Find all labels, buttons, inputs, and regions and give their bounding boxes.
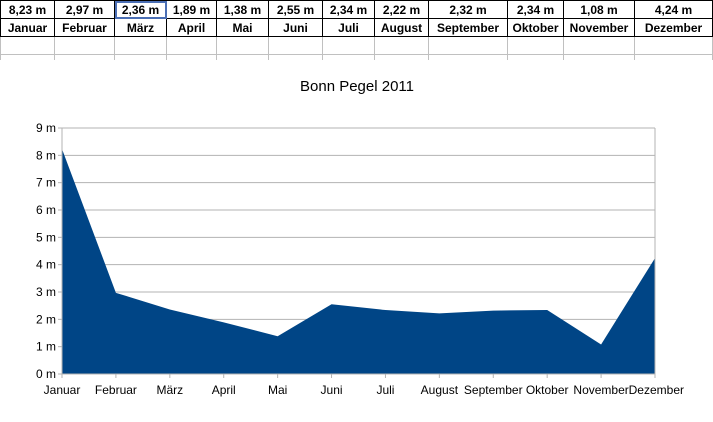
- month-cell-juni[interactable]: Juni: [268, 18, 323, 37]
- value-cell-mai[interactable]: 1,38 m: [216, 0, 269, 19]
- value-cell-maerz[interactable]: 2,36 m: [114, 0, 167, 19]
- month-cell-april[interactable]: April: [166, 18, 217, 37]
- data-table: 8,23 m 2,97 m 2,36 m 1,89 m 1,38 m 2,55 …: [0, 0, 713, 37]
- x-tick-label: Juli: [376, 383, 394, 397]
- value-cell-august[interactable]: 2,22 m: [374, 0, 429, 19]
- x-tick-label: September: [464, 383, 523, 397]
- month-cell-oktober[interactable]: Oktober: [507, 18, 564, 37]
- month-cell-maerz[interactable]: März: [114, 18, 167, 37]
- month-cell-mai[interactable]: Mai: [216, 18, 269, 37]
- month-cell-dezember[interactable]: Dezember: [634, 18, 713, 37]
- y-tick-label: 1 m: [36, 340, 56, 354]
- value-cell-februar[interactable]: 2,97 m: [54, 0, 115, 19]
- x-tick-label: Februar: [95, 383, 137, 397]
- area-series: [62, 149, 655, 374]
- x-tick-label: Mai: [268, 383, 287, 397]
- x-tick-label: Januar: [44, 383, 81, 397]
- chart-axes: [58, 127, 656, 378]
- y-tick-label: 2 m: [36, 312, 56, 326]
- x-tick-label: Oktober: [526, 383, 569, 397]
- value-cell-oktober[interactable]: 2,34 m: [507, 0, 564, 19]
- value-cell-september[interactable]: 2,32 m: [428, 0, 508, 19]
- x-tick-label: Juni: [321, 383, 343, 397]
- y-tick-label: 6 m: [36, 203, 56, 217]
- value-cell-januar[interactable]: 8,23 m: [0, 0, 55, 19]
- value-row: 8,23 m 2,97 m 2,36 m 1,89 m 1,38 m 2,55 …: [0, 0, 713, 19]
- x-tick-label: August: [421, 383, 459, 397]
- value-cell-november[interactable]: 1,08 m: [563, 0, 635, 19]
- y-tick-label: 7 m: [36, 176, 56, 190]
- value-cell-dezember[interactable]: 4,24 m: [634, 0, 713, 19]
- x-tick-label: April: [212, 383, 236, 397]
- month-cell-september[interactable]: September: [428, 18, 508, 37]
- month-row: Januar Februar März April Mai Juni Juli …: [0, 18, 713, 37]
- y-tick-label: 5 m: [36, 230, 56, 244]
- month-cell-januar[interactable]: Januar: [0, 18, 55, 37]
- area-chart[interactable]: Bonn Pegel 2011 0 m 1 m 2 m 3 m 4 m 5 m 6 m 7 m…: [0, 60, 713, 422]
- x-tick-label: März: [156, 383, 183, 397]
- chart-title: Bonn Pegel 2011: [300, 78, 414, 95]
- month-cell-november[interactable]: November: [563, 18, 635, 37]
- y-tick-label: 3 m: [36, 285, 56, 299]
- month-cell-august[interactable]: August: [374, 18, 429, 37]
- y-tick-label: 8 m: [36, 148, 56, 162]
- y-tick-label: 9 m: [36, 121, 56, 135]
- x-tick-label: Dezember: [629, 383, 684, 397]
- month-cell-juli[interactable]: Juli: [322, 18, 375, 37]
- x-axis-tick-labels: Januar Februar März April Mai Juni Juli August S…: [44, 383, 684, 397]
- value-cell-juli[interactable]: 2,34 m: [322, 0, 375, 19]
- y-tick-label: 0 m: [36, 367, 56, 381]
- y-axis-tick-labels: 0 m 1 m 2 m 3 m 4 m 5 m 6 m 7 m 8 m 9 m: [36, 121, 56, 381]
- x-tick-label: November: [573, 383, 628, 397]
- value-cell-april[interactable]: 1,89 m: [166, 0, 217, 19]
- month-cell-februar[interactable]: Februar: [54, 18, 115, 37]
- value-cell-juni[interactable]: 2,55 m: [268, 0, 323, 19]
- y-tick-label: 4 m: [36, 258, 56, 272]
